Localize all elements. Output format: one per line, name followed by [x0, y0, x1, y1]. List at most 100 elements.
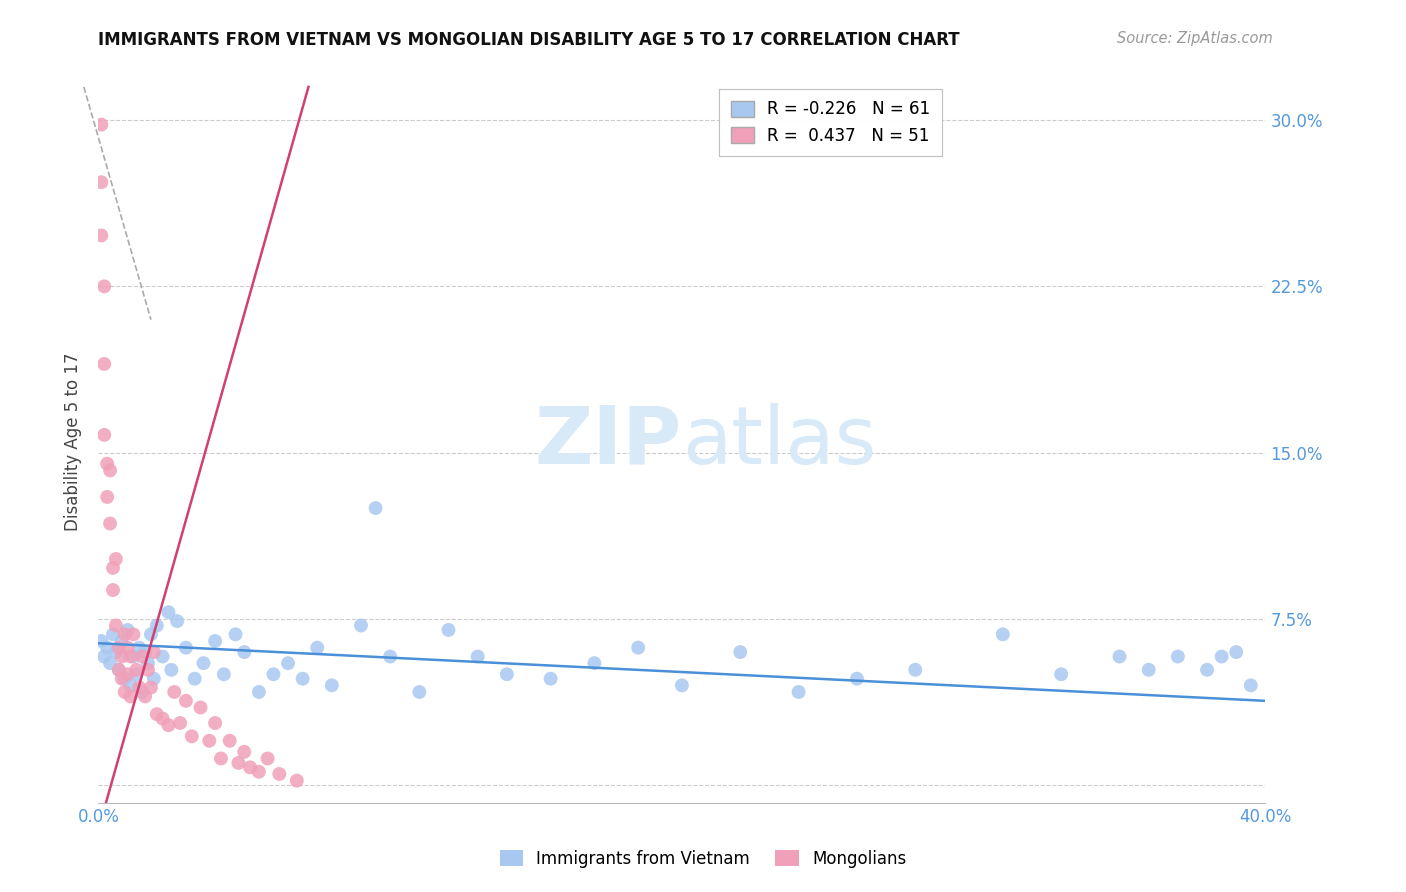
Point [350, 618, 373, 632]
Point [152, 649, 174, 664]
Point [134, 690, 156, 704]
Point [104, 645, 127, 659]
Point [228, 756, 250, 770]
Point [193, 656, 215, 670]
Point [467, 649, 489, 664]
Point [93, 279, 115, 293]
Point [583, 656, 606, 670]
Point [98, 463, 121, 477]
Point [131, 685, 153, 699]
Y-axis label: Disability Age 5 to 17: Disability Age 5 to 17 [65, 352, 83, 531]
Point [269, 767, 291, 781]
Point [157, 605, 180, 619]
Point [1050, 667, 1073, 681]
Point [90, 634, 112, 648]
Point [1167, 649, 1189, 664]
Point [1108, 649, 1130, 664]
Point [1211, 649, 1233, 664]
Point [139, 681, 162, 695]
Point [117, 623, 139, 637]
Point [146, 707, 169, 722]
Point [146, 618, 169, 632]
Point [627, 640, 650, 655]
Point [1195, 663, 1218, 677]
Point [169, 716, 191, 731]
Point [96, 490, 118, 504]
Point [380, 649, 402, 664]
Point [111, 672, 134, 686]
Point [904, 663, 927, 677]
Point [285, 773, 308, 788]
Point [93, 649, 115, 664]
Point [108, 663, 131, 677]
Point [307, 640, 329, 655]
Point [104, 618, 127, 632]
Point [96, 640, 118, 655]
Point [90, 228, 112, 243]
Point [93, 357, 115, 371]
Point [233, 745, 256, 759]
Point [277, 656, 299, 670]
Point [120, 678, 142, 692]
Point [1137, 663, 1160, 677]
Point [117, 667, 139, 681]
Point [496, 667, 519, 681]
Point [225, 627, 247, 641]
Point [93, 428, 115, 442]
Point [128, 640, 150, 655]
Point [157, 718, 180, 732]
Point [136, 663, 159, 677]
Point [98, 516, 121, 531]
Point [198, 733, 221, 747]
Point [139, 627, 162, 641]
Point [111, 649, 134, 664]
Point [128, 681, 150, 695]
Point [671, 678, 693, 692]
Point [190, 700, 212, 714]
Point [247, 685, 270, 699]
Point [180, 729, 202, 743]
Point [134, 645, 156, 659]
Point [108, 640, 131, 655]
Point [787, 685, 810, 699]
Legend: Immigrants from Vietnam, Mongolians: Immigrants from Vietnam, Mongolians [494, 844, 912, 875]
Point [114, 627, 136, 641]
Point [1240, 678, 1263, 692]
Point [117, 640, 139, 655]
Point [111, 634, 134, 648]
Point [437, 623, 460, 637]
Point [142, 672, 165, 686]
Point [204, 716, 226, 731]
Point [174, 640, 197, 655]
Point [160, 663, 183, 677]
Point [120, 690, 142, 704]
Point [174, 694, 197, 708]
Point [122, 627, 145, 641]
Point [166, 614, 188, 628]
Text: ZIP: ZIP [534, 402, 682, 481]
Point [1225, 645, 1247, 659]
Point [540, 672, 562, 686]
Point [183, 672, 205, 686]
Point [131, 649, 153, 664]
Point [846, 672, 869, 686]
Point [122, 649, 145, 664]
Point [90, 175, 112, 189]
Point [233, 645, 256, 659]
Point [114, 672, 136, 686]
Point [291, 672, 314, 686]
Point [991, 627, 1014, 641]
Point [142, 645, 165, 659]
Point [262, 667, 284, 681]
Point [256, 751, 278, 765]
Point [90, 118, 112, 132]
Point [96, 457, 118, 471]
Point [364, 501, 387, 516]
Point [218, 733, 240, 747]
Point [108, 663, 131, 677]
Point [125, 663, 148, 677]
Point [408, 685, 430, 699]
Point [163, 685, 186, 699]
Point [101, 561, 124, 575]
Text: Source: ZipAtlas.com: Source: ZipAtlas.com [1116, 31, 1272, 46]
